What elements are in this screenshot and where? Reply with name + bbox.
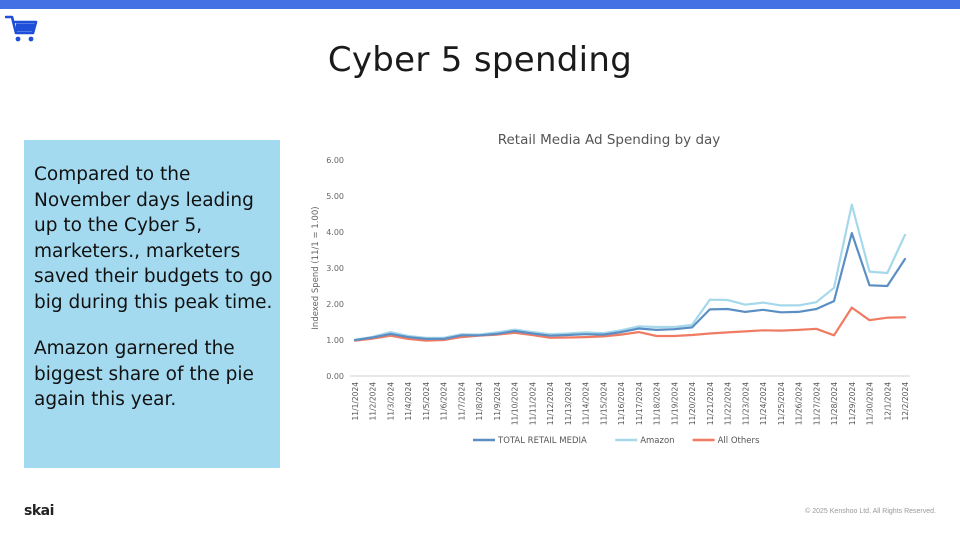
x-tick-label: 11/8/2024 bbox=[475, 382, 484, 421]
x-tick-label: 12/1/2024 bbox=[883, 382, 892, 421]
x-tick-label: 11/13/2024 bbox=[564, 382, 573, 425]
x-tick-label: 11/2/2024 bbox=[369, 382, 378, 421]
x-tick-label: 11/12/2024 bbox=[546, 382, 555, 425]
summary-paragraph-1: Compared to the November days leading up… bbox=[34, 164, 273, 313]
x-tick-label: 11/27/2024 bbox=[812, 382, 821, 425]
x-tick-label: 11/28/2024 bbox=[830, 382, 839, 425]
x-tick-label: 11/30/2024 bbox=[866, 382, 875, 425]
x-tick-label: 11/21/2024 bbox=[706, 382, 715, 425]
x-tick-label: 11/6/2024 bbox=[440, 382, 449, 421]
x-tick-label: 11/10/2024 bbox=[511, 382, 520, 425]
y-tick-label: 0.00 bbox=[326, 372, 344, 381]
x-tick-label: 11/1/2024 bbox=[351, 382, 360, 421]
x-tick-label: 11/7/2024 bbox=[457, 382, 466, 421]
x-tick-label: 11/24/2024 bbox=[759, 382, 768, 425]
x-tick-label: 11/14/2024 bbox=[582, 382, 591, 425]
x-tick-label: 11/16/2024 bbox=[617, 382, 626, 425]
x-tick-label: 11/9/2024 bbox=[493, 382, 502, 421]
y-tick-label: 4.00 bbox=[326, 228, 344, 237]
y-tick-label: 2.00 bbox=[326, 300, 344, 309]
x-tick-label: 11/29/2024 bbox=[848, 382, 857, 425]
legend-label: TOTAL RETAIL MEDIA bbox=[497, 436, 587, 446]
x-tick-label: 11/11/2024 bbox=[528, 382, 537, 425]
top-accent-bar bbox=[0, 0, 960, 9]
series-line-total-retail-media bbox=[353, 231, 907, 342]
x-tick-label: 11/22/2024 bbox=[724, 382, 733, 425]
x-tick-label: 11/23/2024 bbox=[741, 382, 750, 425]
x-tick-label: 11/15/2024 bbox=[599, 382, 608, 425]
x-tick-label: 12/2/2024 bbox=[901, 382, 910, 421]
copyright-text: © 2025 Kenshoo Ltd. All Rights Reserved. bbox=[805, 508, 936, 515]
y-tick-label: 3.00 bbox=[326, 264, 344, 273]
series-line-all-others bbox=[353, 306, 907, 342]
line-chart: Retail Media Ad Spending by day Indexed S… bbox=[311, 132, 910, 446]
x-tick-label: 11/19/2024 bbox=[670, 382, 679, 425]
slide-title: Cyber 5 spending bbox=[327, 40, 633, 80]
y-tick-label: 6.00 bbox=[326, 156, 344, 165]
summary-paragraph-2: Amazon garnered the biggest share of the… bbox=[34, 338, 254, 410]
chart-title: Retail Media Ad Spending by day bbox=[498, 132, 721, 148]
summary-textbox: Compared to the November days leading up… bbox=[24, 140, 280, 468]
legend-label: Amazon bbox=[640, 436, 674, 446]
x-tick-label: 11/3/2024 bbox=[386, 382, 395, 421]
shopping-cart-icon bbox=[5, 15, 38, 42]
legend-label: All Others bbox=[718, 436, 760, 446]
y-tick-label: 1.00 bbox=[326, 336, 344, 345]
x-tick-label: 11/20/2024 bbox=[688, 382, 697, 425]
x-tick-label: 11/17/2024 bbox=[635, 382, 644, 425]
x-tick-label: 11/25/2024 bbox=[777, 382, 786, 425]
y-tick-label: 5.00 bbox=[326, 192, 344, 201]
y-axis-label: Indexed Spend (11/1 = 1.00) bbox=[311, 206, 321, 329]
x-tick-label: 11/26/2024 bbox=[795, 382, 804, 425]
skai-logo: skai bbox=[24, 503, 54, 519]
series-line-amazon bbox=[353, 203, 907, 342]
x-tick-label: 11/5/2024 bbox=[422, 382, 431, 421]
x-tick-label: 11/18/2024 bbox=[653, 382, 662, 425]
x-tick-label: 11/4/2024 bbox=[404, 382, 413, 421]
